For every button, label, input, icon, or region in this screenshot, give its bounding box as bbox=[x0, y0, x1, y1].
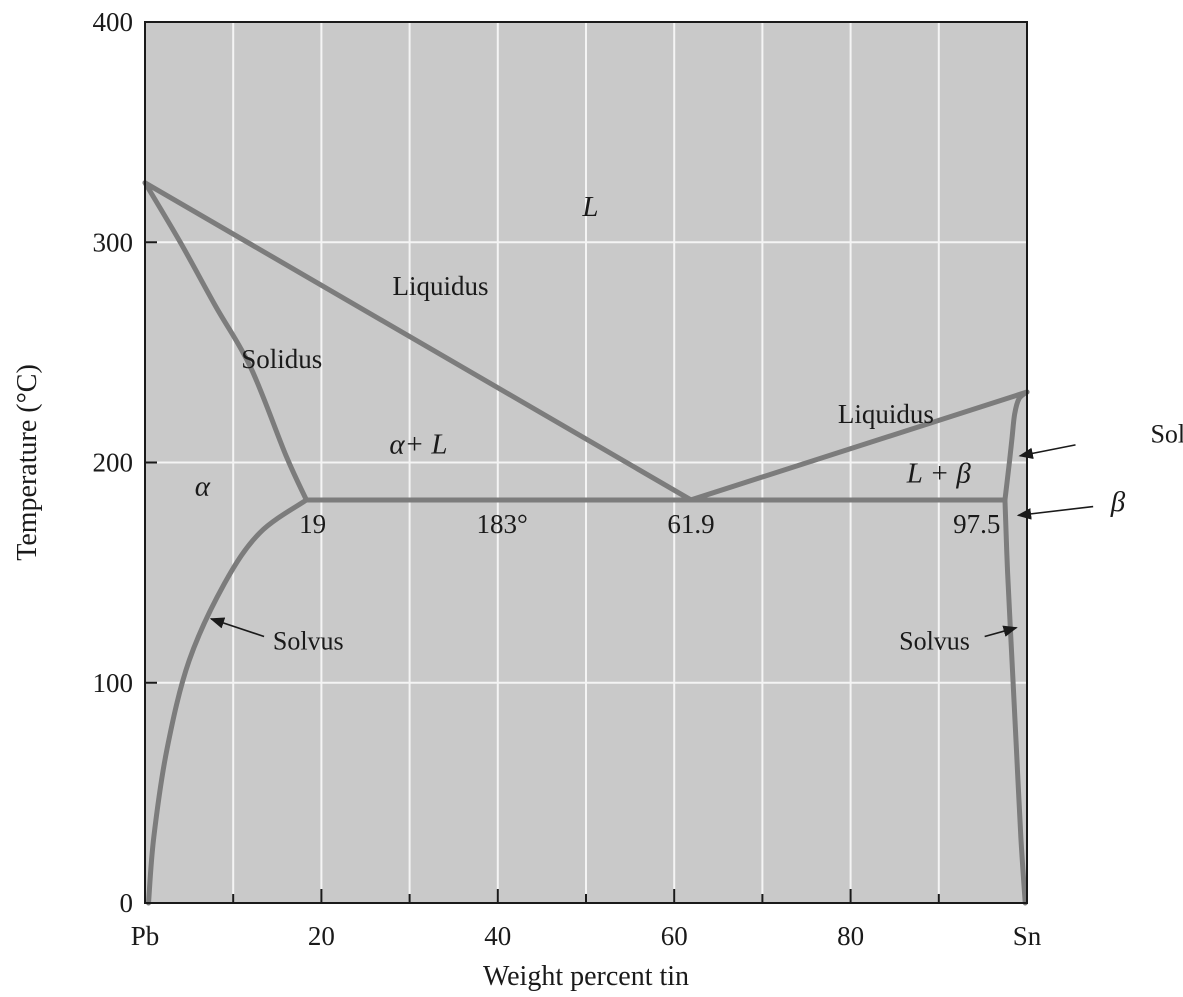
phase-boundary-curve bbox=[1002, 389, 1030, 503]
region-label: Liquidus bbox=[392, 271, 488, 301]
x-tick-label: Pb bbox=[131, 921, 160, 951]
chart-labels: L Liquidus Solidus α+ L Liquidus L + β α 19 183°… bbox=[195, 191, 1183, 656]
y-tick-label: 300 bbox=[93, 227, 134, 257]
x-tick-label: 40 bbox=[484, 921, 511, 951]
region-label: Solidus bbox=[241, 344, 322, 374]
annotation-label: Solvus bbox=[273, 627, 344, 656]
region-label: 97.5 bbox=[953, 509, 1000, 539]
x-tick-label: 80 bbox=[837, 921, 864, 951]
y-tick-label: 100 bbox=[93, 668, 134, 698]
annotation-label: Solidus bbox=[1150, 420, 1183, 449]
x-tick-label: 60 bbox=[661, 921, 688, 951]
annotation-arrow bbox=[1016, 505, 1094, 520]
phase-boundary-curve bbox=[142, 180, 309, 503]
region-label: 61.9 bbox=[667, 509, 714, 539]
y-tick-label: 200 bbox=[93, 448, 134, 478]
region-label: L bbox=[581, 191, 598, 223]
y-tick-label: 0 bbox=[120, 888, 134, 918]
annotation-arrow bbox=[209, 617, 265, 638]
phase-boundaries bbox=[142, 180, 1030, 906]
region-label: α bbox=[195, 471, 211, 503]
x-tick-label: 20 bbox=[308, 921, 335, 951]
phase-boundary-curve bbox=[142, 180, 694, 503]
region-label: 183° bbox=[477, 509, 528, 539]
annotation-label: β bbox=[1110, 486, 1126, 518]
annotation-arrow bbox=[984, 625, 1018, 638]
grid-lines bbox=[145, 22, 1027, 903]
axis-ticks: Pb 20 40 60 80 Sn 0 100 200 300 400 bbox=[93, 7, 1042, 951]
region-label: Liquidus bbox=[838, 399, 934, 429]
region-label: α+ L bbox=[389, 429, 447, 461]
x-tick-label: Sn bbox=[1013, 921, 1042, 951]
x-axis-label: Weight percent tin bbox=[483, 961, 689, 992]
phase-boundary-curve bbox=[146, 497, 309, 906]
annotation-label: Solvus bbox=[899, 627, 970, 656]
phase-boundary-curve bbox=[1002, 497, 1028, 906]
phase-boundary-curve bbox=[688, 389, 1030, 503]
region-label: L + β bbox=[906, 457, 972, 489]
annotation-arrow bbox=[1018, 444, 1076, 460]
y-tick-label: 400 bbox=[93, 7, 134, 37]
region-label: 19 bbox=[299, 509, 326, 539]
y-axis-label: Temperature (°C) bbox=[12, 364, 43, 561]
